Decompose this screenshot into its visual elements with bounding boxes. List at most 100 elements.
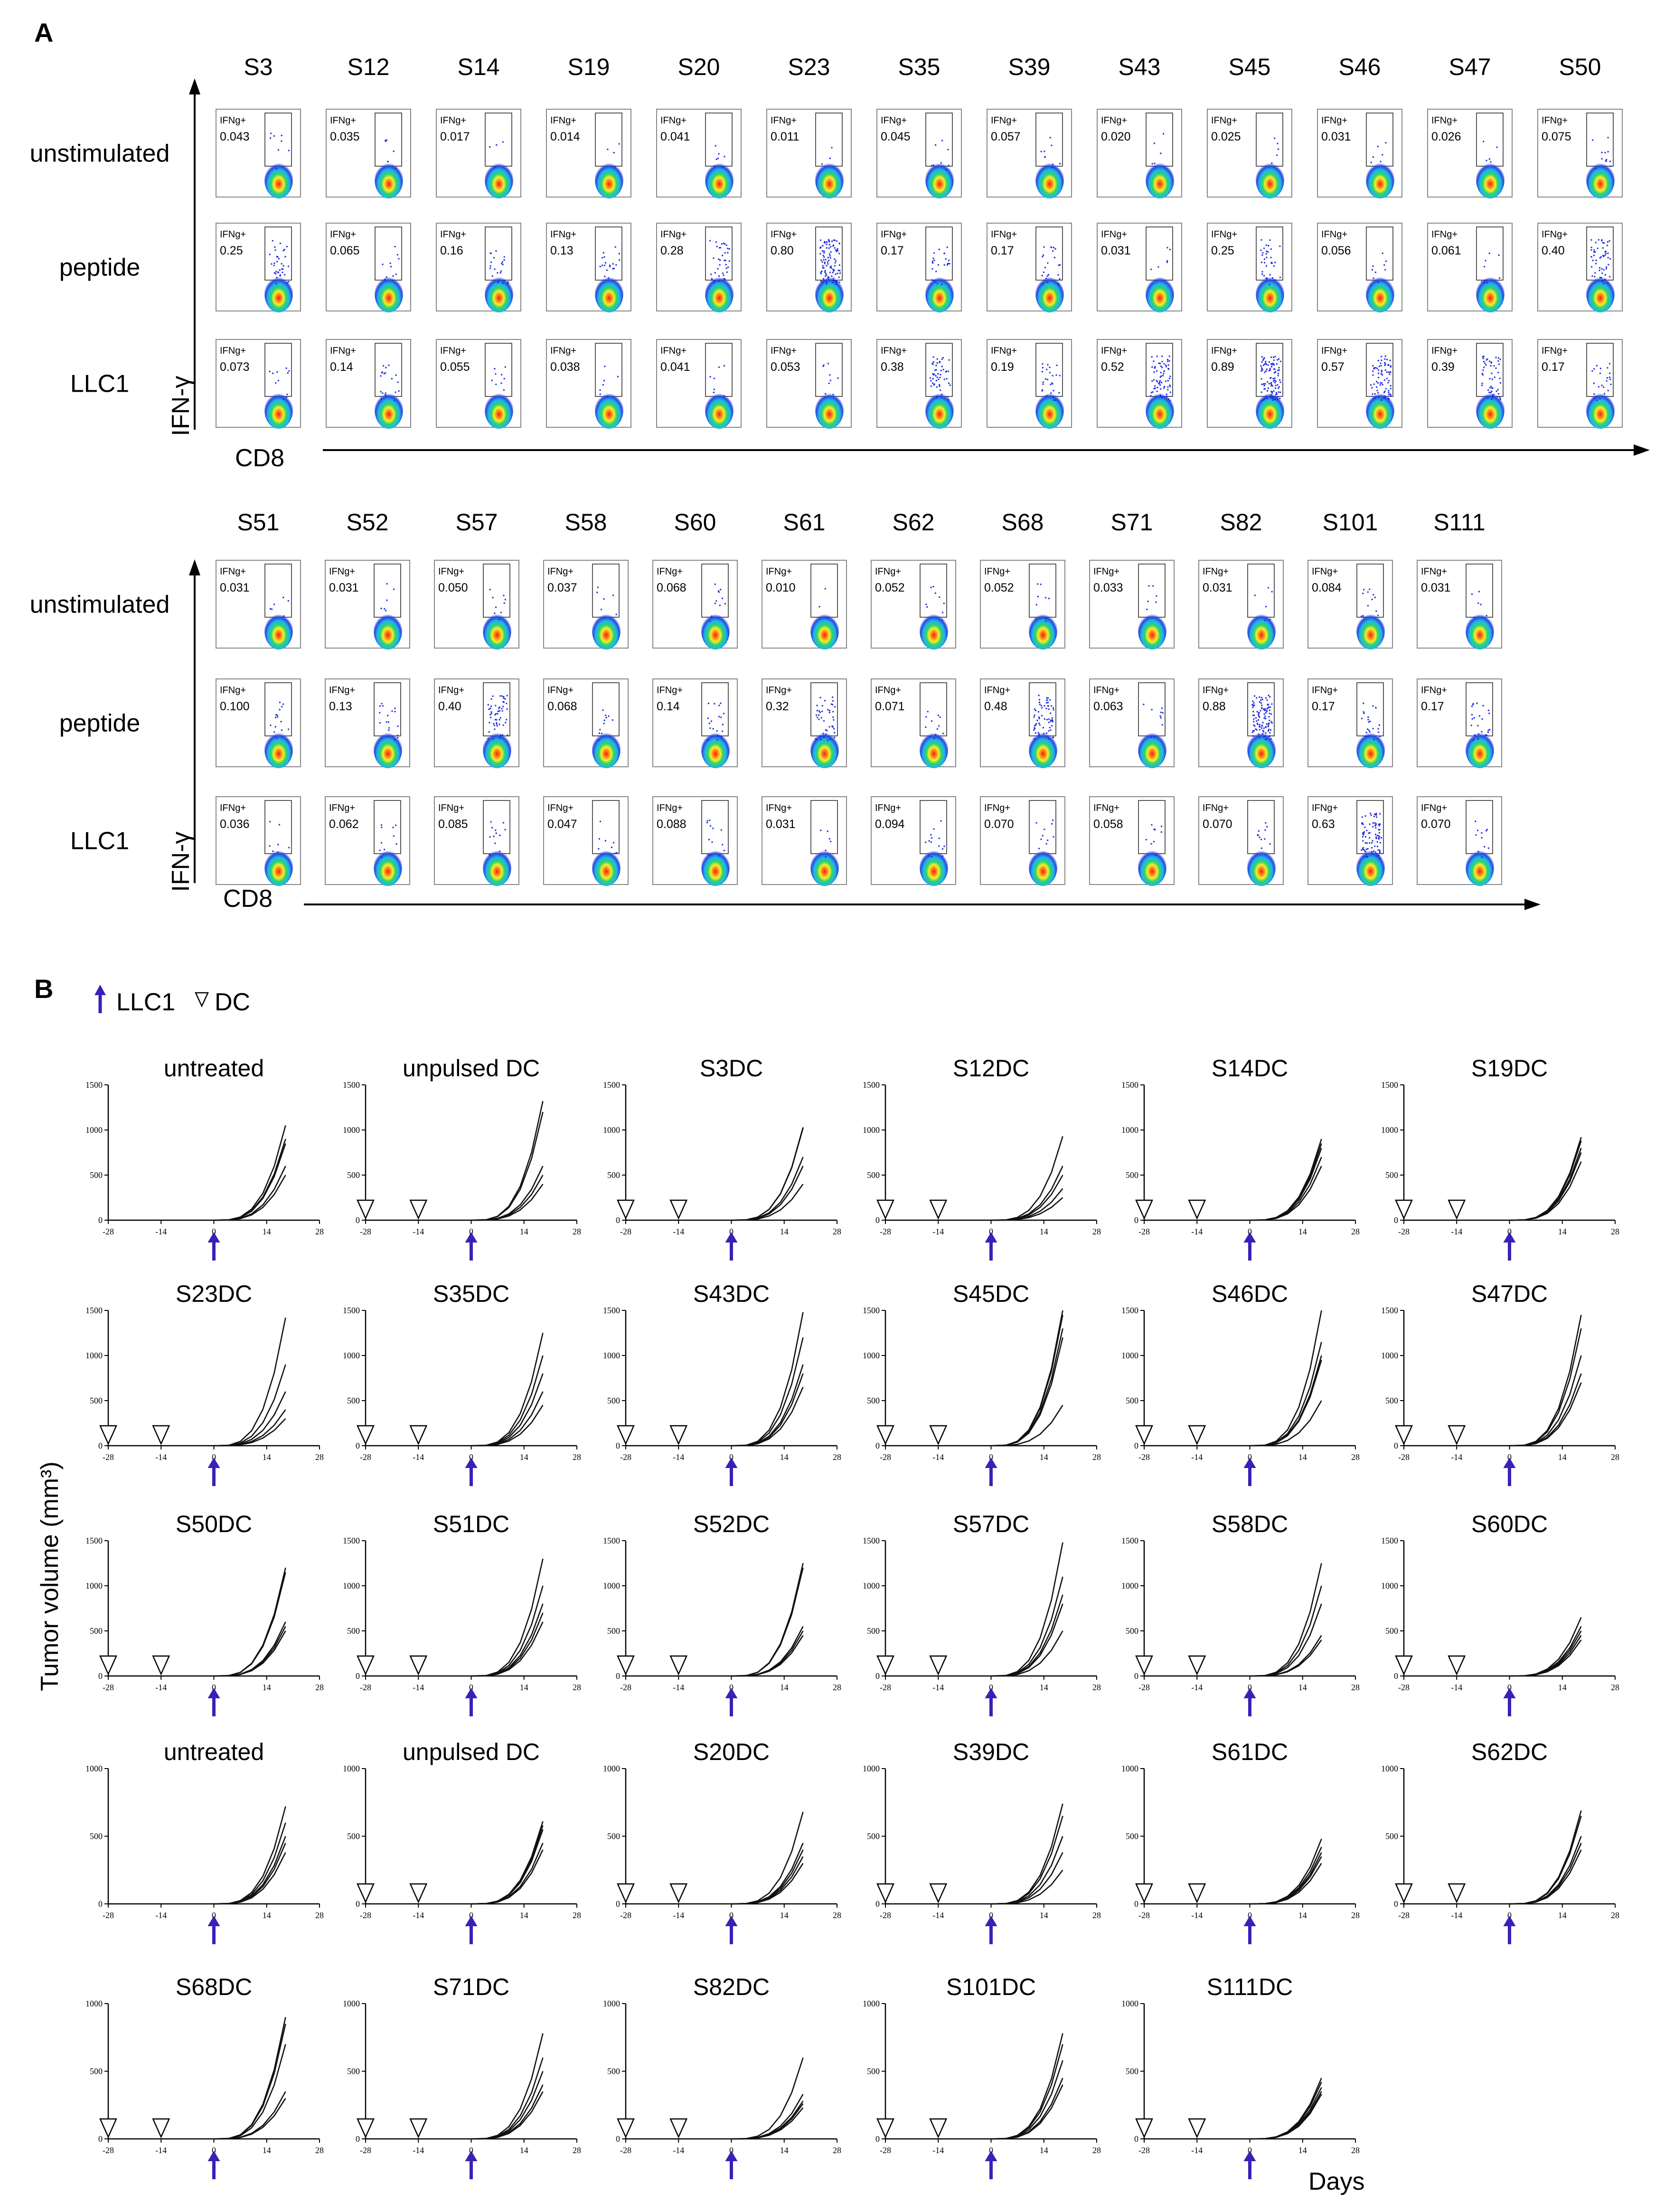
x-tick-label: 0 <box>729 1911 734 1920</box>
event-dot <box>711 841 713 843</box>
flow-plot: IFNg+0.39 <box>1427 339 1513 429</box>
event-dot <box>1035 604 1037 606</box>
x-tick-label: -14 <box>673 1683 684 1692</box>
llc1-injection-arrow <box>725 1232 738 1261</box>
x-tick-label: 0 <box>212 1911 216 1920</box>
event-dot <box>602 264 603 266</box>
plot-title: S60DC <box>1471 1511 1548 1537</box>
event-dot <box>1378 855 1380 857</box>
event-dot <box>1590 239 1592 241</box>
event-dot <box>504 829 506 830</box>
gate-label: IFNg+ <box>657 803 683 813</box>
sample-label: S39 <box>1008 54 1051 80</box>
event-dot <box>1041 371 1043 373</box>
event-dot <box>1377 382 1379 384</box>
event-dot <box>1257 834 1259 836</box>
flow-plot: IFNg+0.17 <box>1307 678 1393 768</box>
y-tick-label: 1000 <box>1121 1125 1138 1135</box>
event-dot <box>708 722 710 724</box>
y-tick-label: 1000 <box>863 1125 880 1135</box>
llc1-injection-arrow <box>465 1232 478 1261</box>
flow-plot: IFNg+0.043 <box>216 109 301 198</box>
event-dot <box>1376 841 1378 843</box>
event-dot <box>1270 721 1272 723</box>
mouse-growth-line <box>991 1594 1063 1677</box>
event-dot <box>1160 711 1162 713</box>
event-dot <box>495 373 497 375</box>
event-dot <box>504 366 506 368</box>
x-tick-label: 14 <box>1040 1227 1048 1236</box>
event-dot <box>394 246 396 247</box>
event-dot <box>1050 720 1052 722</box>
event-dot <box>833 277 835 279</box>
event-dot <box>836 251 837 253</box>
event-dot <box>1472 703 1474 705</box>
event-dot <box>1601 281 1603 282</box>
event-dot <box>269 370 271 372</box>
event-dot <box>1278 358 1280 360</box>
event-dot <box>1042 381 1044 383</box>
event-dot <box>279 824 280 826</box>
gate-label: IFNg+ <box>1421 685 1447 696</box>
flow-plot: IFNg+0.031 <box>1097 223 1182 312</box>
llc1-injection-arrow <box>207 1458 220 1486</box>
y-tick-label: 500 <box>1126 1832 1138 1841</box>
event-dot <box>1038 695 1040 697</box>
event-dot <box>495 829 497 831</box>
event-dot <box>835 273 837 275</box>
event-dot <box>490 698 492 700</box>
flow-plot: IFNg+0.085 <box>434 796 519 886</box>
event-dot <box>1373 383 1375 385</box>
gate-value: 0.056 <box>1321 244 1351 257</box>
gate-value: 0.17 <box>1542 360 1565 374</box>
event-dot <box>941 394 943 395</box>
cell-density <box>264 612 293 649</box>
event-dot <box>1268 730 1269 732</box>
event-dot <box>834 280 836 282</box>
event-dot <box>505 722 507 724</box>
flow-plot: IFNg+0.070 <box>1417 796 1502 886</box>
event-dot <box>933 828 935 830</box>
cell-density <box>1586 391 1615 429</box>
event-dot <box>501 374 503 376</box>
gate-value: 0.050 <box>438 581 468 594</box>
event-dot <box>1156 379 1157 381</box>
event-dot <box>1379 852 1381 854</box>
gate-label: IFNg+ <box>875 685 901 696</box>
mouse-growth-line <box>1250 1563 1322 1677</box>
mouse-growth-line <box>471 2033 544 2140</box>
mouse-growth-line <box>214 1143 286 1221</box>
x-tick-label: -14 <box>673 1227 684 1236</box>
event-dot <box>1362 593 1364 594</box>
event-dot <box>709 376 711 377</box>
event-dot <box>1042 367 1044 368</box>
event-dot <box>1372 826 1374 828</box>
event-dot <box>1052 250 1054 252</box>
event-dot <box>1381 382 1382 384</box>
event-dot <box>1491 399 1493 400</box>
event-dot <box>1362 615 1364 617</box>
cell-density <box>595 160 623 198</box>
event-dot <box>1253 715 1255 716</box>
event-dot <box>935 365 937 367</box>
gate-label: IFNg+ <box>984 685 1010 696</box>
event-dot <box>947 396 949 398</box>
event-dot <box>714 272 716 274</box>
sample-label: S68 <box>1002 509 1044 536</box>
gate-value: 0.88 <box>1203 700 1226 713</box>
mouse-growth-line <box>1509 1315 1582 1447</box>
y-tick-label: 1000 <box>343 1999 360 2008</box>
event-dot <box>1594 276 1596 278</box>
event-dot <box>1491 372 1493 374</box>
event-dot <box>936 358 938 360</box>
event-dot <box>828 253 830 255</box>
event-dot <box>1264 388 1266 390</box>
event-dot <box>282 268 284 270</box>
event-dot <box>1271 397 1273 399</box>
event-dot <box>379 705 381 707</box>
event-dot <box>1043 727 1044 729</box>
x-tick-label: 28 <box>1611 1911 1619 1920</box>
event-dot <box>1279 397 1281 399</box>
